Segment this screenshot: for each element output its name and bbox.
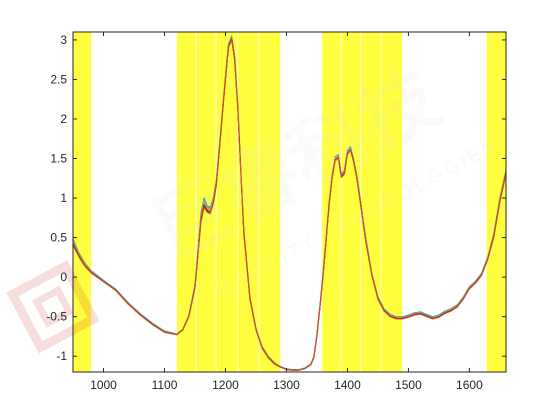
watermark-emblem-inner (31, 285, 74, 328)
plot-frame (72, 31, 507, 373)
x-tick-label: 1600 (456, 378, 483, 392)
highlight-band-1 (73, 32, 92, 372)
x-tick-label: 1200 (212, 378, 239, 392)
axes: 1000 1100 1200 1300 1400 1500 1600 -1 -0.5 0 0.5 1 1… (46, 31, 507, 392)
y-tick-label: 2.5 (50, 72, 67, 86)
y-tick-label: -0.5 (46, 310, 67, 324)
highlight-band-11 (485, 32, 506, 372)
watermark-emblem (6, 260, 100, 354)
highlight-band-7 (321, 32, 342, 372)
y-tick-label: -1 (56, 349, 67, 363)
x-tick-label: 1400 (334, 378, 361, 392)
spectra-lines (73, 35, 506, 371)
highlight-band-10 (380, 32, 403, 372)
y-tick-label: 1.5 (50, 152, 67, 166)
x-tick-label: 1100 (152, 378, 178, 392)
y-tick-label: 0 (60, 270, 67, 284)
highlight-band-6 (258, 32, 281, 372)
y-tick-label: 2 (60, 112, 67, 126)
y-tick-label: 1 (60, 191, 67, 205)
x-tick-label: 1300 (273, 378, 300, 392)
y-tick-label: 3 (60, 33, 67, 47)
x-tick-label: 1500 (395, 378, 422, 392)
y-tick-label: 0.5 (50, 231, 67, 245)
x-tick-label: 1000 (90, 378, 117, 392)
spectrum-line-7 (73, 39, 506, 371)
